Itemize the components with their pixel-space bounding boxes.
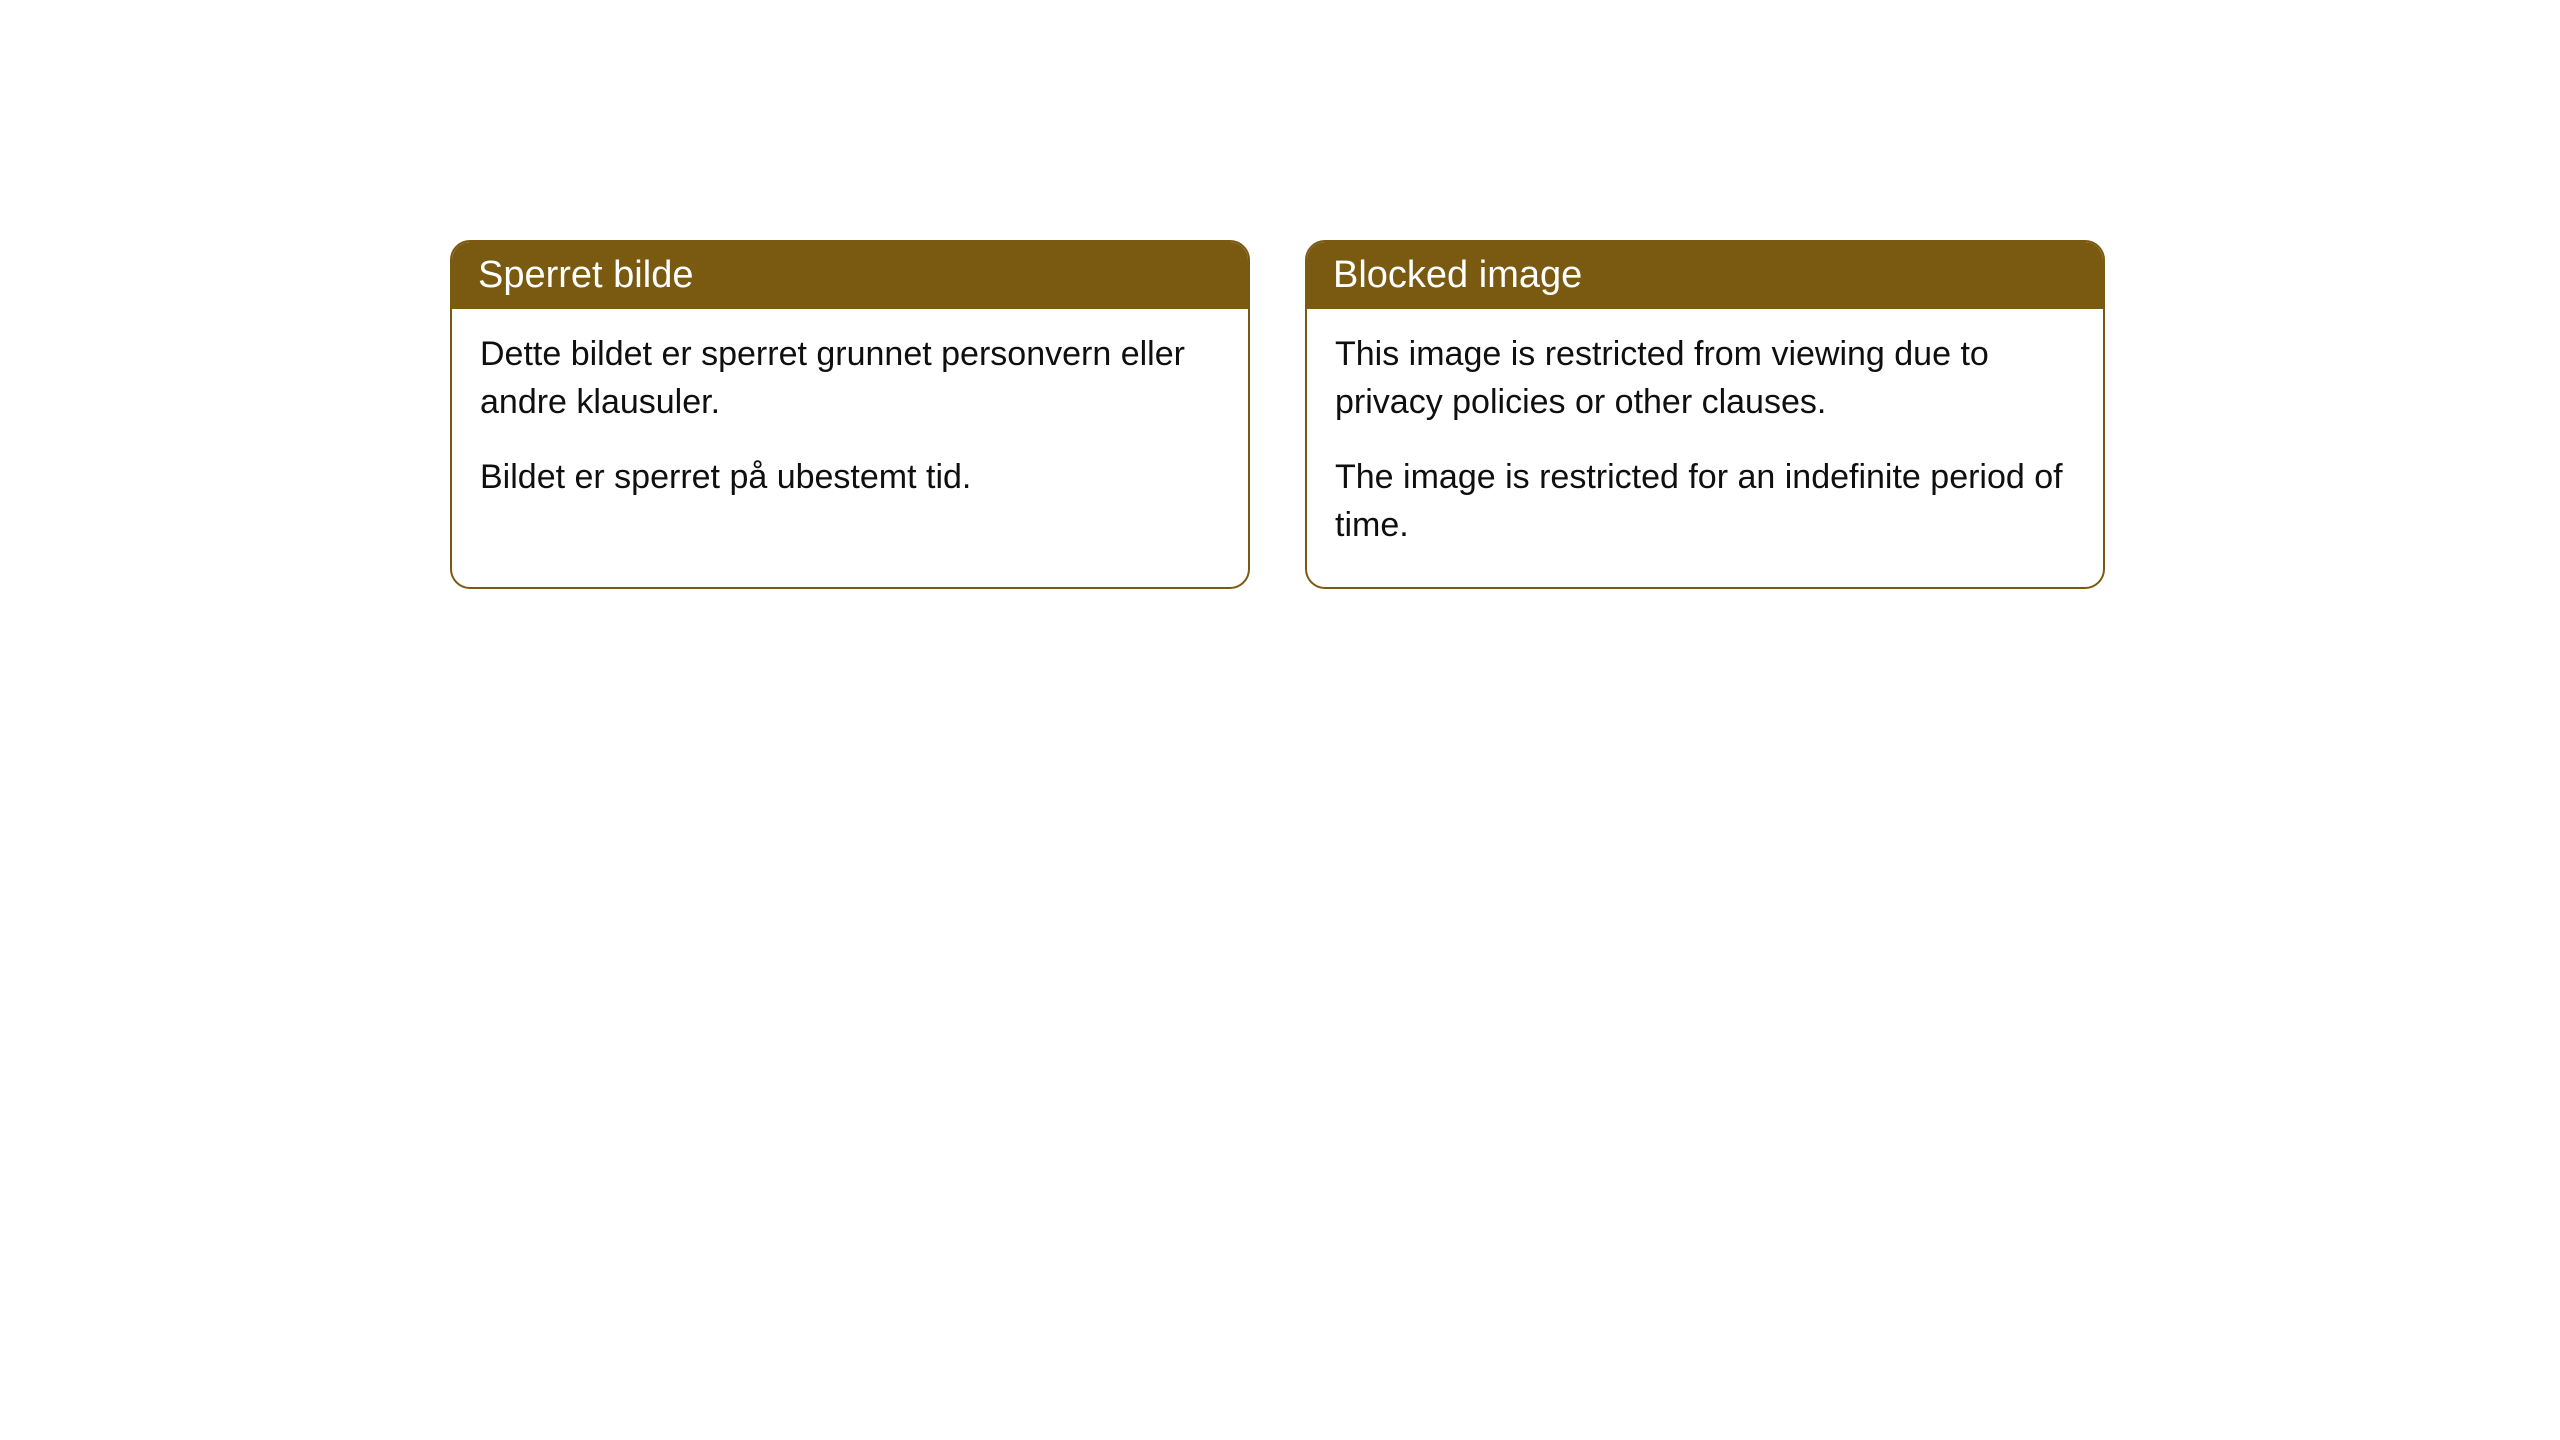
- card-paragraph: The image is restricted for an indefinit…: [1335, 454, 2075, 549]
- card-header: Sperret bilde: [452, 242, 1248, 309]
- card-paragraph: Dette bildet er sperret grunnet personve…: [480, 331, 1220, 426]
- cards-container: Sperret bilde Dette bildet er sperret gr…: [0, 0, 2560, 589]
- blocked-image-card-no: Sperret bilde Dette bildet er sperret gr…: [450, 240, 1250, 589]
- blocked-image-card-en: Blocked image This image is restricted f…: [1305, 240, 2105, 589]
- card-paragraph: This image is restricted from viewing du…: [1335, 331, 2075, 426]
- card-header: Blocked image: [1307, 242, 2103, 309]
- card-paragraph: Bildet er sperret på ubestemt tid.: [480, 454, 1220, 502]
- card-body: This image is restricted from viewing du…: [1307, 309, 2103, 587]
- card-body: Dette bildet er sperret grunnet personve…: [452, 309, 1248, 540]
